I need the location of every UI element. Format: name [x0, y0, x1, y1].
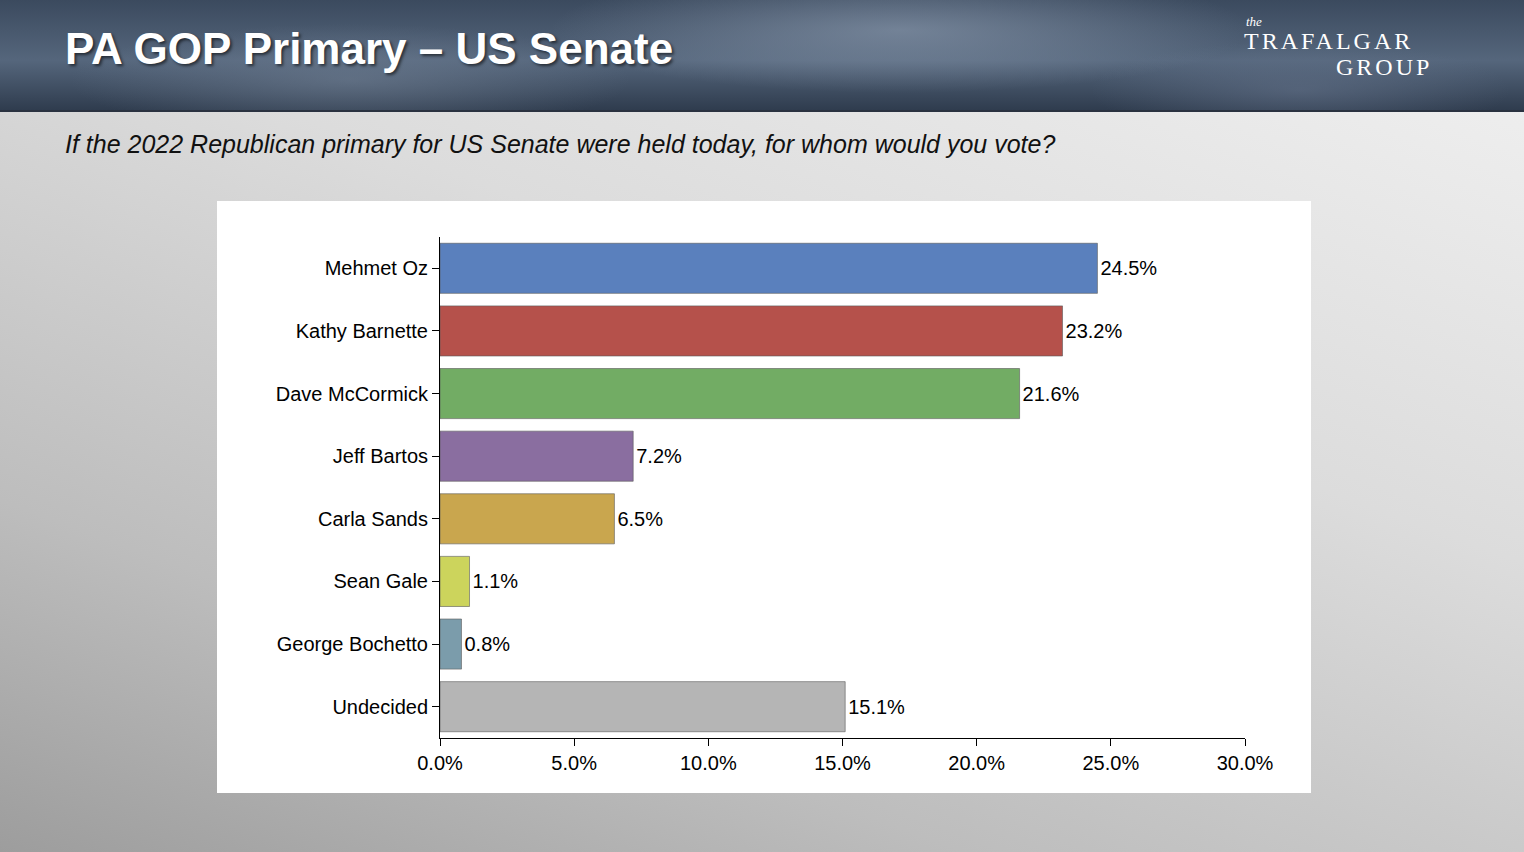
svg-text:Jeff Bartos: Jeff Bartos — [333, 445, 428, 467]
html-text:PA GOP Primary – US Senate: PA GOP Primary – US Senate — [65, 24, 674, 73]
svg-text:30.0%: 30.0% — [1217, 752, 1274, 774]
svg-text:7.2%: 7.2% — [636, 445, 682, 467]
svg-text:0.8%: 0.8% — [464, 633, 510, 655]
html-text:If the 2022 Republican primary: If the 2022 Republican primary for US Se… — [65, 130, 1056, 158]
svg-text:Mehmet Oz: Mehmet Oz — [325, 257, 428, 279]
svg-text:15.0%: 15.0% — [814, 752, 871, 774]
svg-text:1.1%: 1.1% — [473, 570, 519, 592]
svg-text:24.5%: 24.5% — [1100, 257, 1157, 279]
svg-text:10.0%: 10.0% — [680, 752, 737, 774]
svg-text:21.6%: 21.6% — [1023, 383, 1080, 405]
html-text:the: the — [1246, 14, 1262, 29]
svg-text:20.0%: 20.0% — [948, 752, 1005, 774]
html-text:GROUP: GROUP — [1336, 54, 1433, 80]
svg-text:5.0%: 5.0% — [551, 752, 597, 774]
svg-text:Carla Sands: Carla Sands — [318, 508, 428, 530]
svg-text:23.2%: 23.2% — [1066, 320, 1123, 342]
svg-text:Sean Gale: Sean Gale — [333, 570, 428, 592]
html-text:TRAFALGAR: TRAFALGAR — [1244, 28, 1414, 54]
svg-text:6.5%: 6.5% — [617, 508, 663, 530]
svg-text:Kathy Barnette: Kathy Barnette — [296, 320, 428, 342]
svg-text:25.0%: 25.0% — [1082, 752, 1139, 774]
svg-text:Dave McCormick: Dave McCormick — [276, 383, 429, 405]
svg-text:George Bochetto: George Bochetto — [277, 633, 428, 655]
svg-text:0.0%: 0.0% — [417, 752, 463, 774]
svg-text:15.1%: 15.1% — [848, 696, 905, 718]
svg-text:Undecided: Undecided — [332, 696, 428, 718]
